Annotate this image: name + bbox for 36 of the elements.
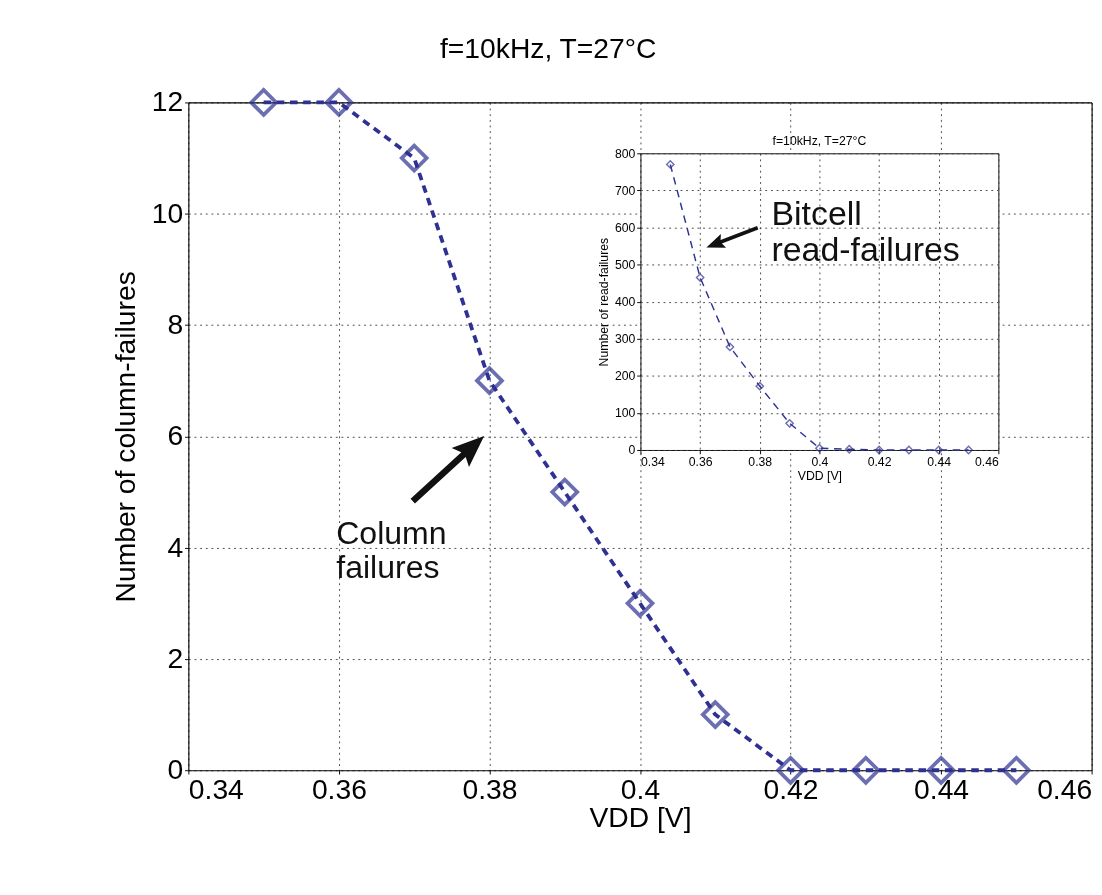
x-tick-label: 0.42 bbox=[867, 454, 892, 469]
y-axis-title: Number of read-failures bbox=[597, 237, 612, 367]
x-tick-label: 0.46 bbox=[1037, 772, 1093, 805]
x-tick-label: 0.4 bbox=[811, 454, 829, 469]
y-tick-label: 600 bbox=[614, 220, 636, 235]
x-tick-label: 0.34 bbox=[640, 454, 665, 469]
y-tick-label: 4 bbox=[167, 530, 184, 563]
y-tick-label: 500 bbox=[614, 257, 636, 272]
annotation: Bitcell read-failures bbox=[771, 193, 960, 268]
chart-title: f=10kHz, T=27°C bbox=[772, 133, 867, 148]
x-tick-label: 0.34 bbox=[188, 772, 244, 805]
x-tick-label: 0.36 bbox=[311, 772, 367, 805]
x-tick-label: 0.42 bbox=[763, 772, 819, 805]
y-tick-label: 8 bbox=[167, 308, 184, 340]
y-tick-label: 200 bbox=[614, 369, 636, 384]
x-tick-label: 0.44 bbox=[927, 454, 952, 469]
x-tick-label: 0.38 bbox=[462, 772, 518, 805]
annotation: Column failures bbox=[336, 515, 447, 586]
y-tick-label: 0 bbox=[167, 753, 184, 786]
x-tick-label: 0.44 bbox=[914, 772, 970, 805]
y-axis-title: Number of column-failures bbox=[108, 271, 141, 603]
chart-title: f=10kHz, T=27°C bbox=[439, 31, 657, 64]
y-tick-label: 6 bbox=[167, 419, 184, 452]
y-tick-label: 0 bbox=[628, 443, 636, 458]
y-tick-label: 10 bbox=[151, 196, 184, 229]
y-tick-label: 300 bbox=[614, 331, 636, 346]
y-tick-label: 12 bbox=[151, 85, 184, 118]
x-tick-label: 0.46 bbox=[975, 454, 1000, 469]
y-tick-label: 100 bbox=[614, 406, 636, 421]
y-tick-label: 700 bbox=[614, 183, 636, 198]
y-tick-label: 800 bbox=[614, 146, 636, 161]
x-axis-title: VDD [V] bbox=[797, 468, 843, 483]
x-tick-label: 0.38 bbox=[748, 454, 773, 469]
y-tick-label: 400 bbox=[614, 294, 636, 309]
x-tick-label: 0.36 bbox=[688, 454, 713, 469]
y-tick-label: 2 bbox=[167, 641, 184, 674]
